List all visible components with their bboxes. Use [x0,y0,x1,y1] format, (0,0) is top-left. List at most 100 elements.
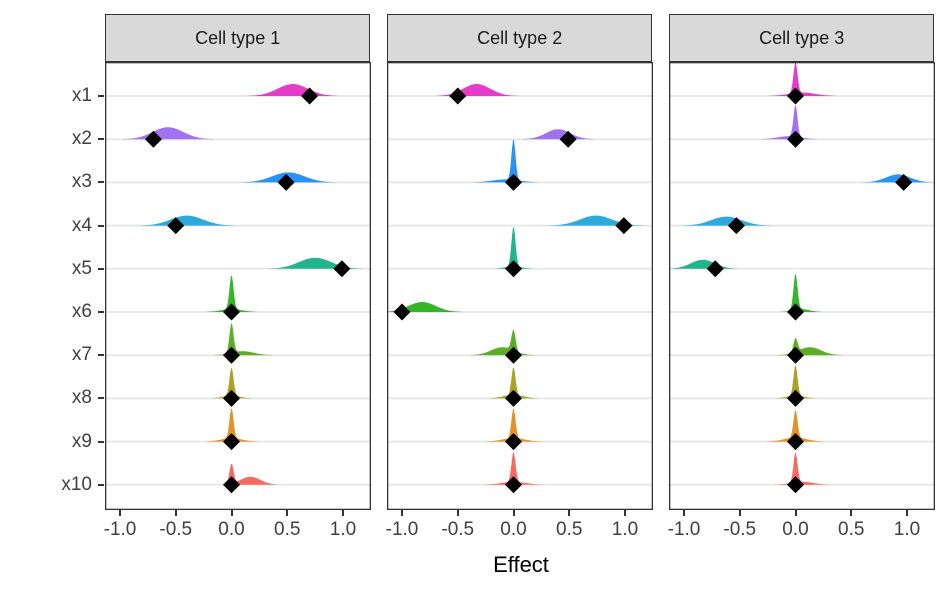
point-marker-x7 [787,346,804,364]
x-axis-tick [512,510,515,516]
point-marker-x9 [787,433,804,451]
panel-border [669,62,935,510]
x-tick-label: 0.5 [838,519,865,540]
density-x1 [436,84,518,96]
x-tick-label: -1.0 [385,519,419,540]
point-marker-x9 [223,433,240,451]
y-tick-label-x7: x7 [71,344,92,366]
x-axis-tick [342,510,344,516]
panel-border [105,62,371,510]
x-tick-label: 1.0 [893,519,921,540]
facet-strip-cell-type-2: Cell type 2 [387,14,653,62]
x-tick-label: 1.0 [611,519,639,540]
density-x2 [122,127,214,140]
y-tick-label-x2: x2 [71,128,92,150]
facet-strip-label: Cell type 3 [759,27,845,48]
y-tick-label-x5: x5 [71,257,92,279]
density-x8 [488,367,539,399]
density-x7 [471,329,534,356]
density-x2 [761,105,817,140]
density-x8 [775,366,816,399]
x-axis-tick [624,510,626,516]
y-axis-tick [98,354,104,357]
facet-strip-label: Cell type 1 [195,27,281,48]
point-marker-x4 [727,217,745,235]
x-axis-tick [906,510,908,516]
y-tick-label-x3: x3 [71,171,92,193]
x-axis-tick [230,510,233,516]
x-axis-tick [850,510,853,516]
density-x8 [211,368,252,399]
density-x10 [483,452,544,485]
y-axis-tick [98,224,104,227]
y-tick-label-x10: x10 [61,473,92,495]
density-x6 [206,276,257,312]
x-tick-label: 0.5 [556,519,583,540]
point-marker-x4 [167,217,185,235]
y-axis-tick [98,397,104,400]
density-x5 [494,227,533,269]
point-marker-x3 [505,173,522,191]
x-tick-label: 0.5 [274,519,301,540]
point-marker-x8 [505,389,522,407]
density-x9 [206,409,257,442]
x-axis-tick [738,510,741,516]
point-marker-x1 [787,87,804,105]
x-tick-label: 0.0 [500,519,527,540]
point-marker-x6 [787,303,804,321]
panel-border [387,62,653,510]
point-marker-x1 [301,87,319,105]
point-marker-x3 [277,173,295,191]
point-marker-x5 [333,260,351,278]
x-axis-tick [568,510,571,516]
x-axis-tick [794,510,797,516]
x-axis-tick [119,510,121,516]
point-marker-x2 [144,130,162,148]
density-x5 [669,259,738,269]
x-tick-label: -0.5 [723,519,757,540]
point-marker-x4 [615,217,633,235]
x-tick-label: -1.0 [103,519,137,540]
x-axis-tick [683,510,685,516]
x-tick-label: -0.5 [441,519,475,540]
density-x7 [778,337,842,356]
point-marker-x10 [787,476,804,494]
x-axis-title: Effect [493,552,549,577]
y-tick-label-x8: x8 [71,387,92,409]
point-marker-x10 [223,476,240,494]
x-tick-label: 0.0 [218,519,245,540]
point-marker-x8 [223,389,240,407]
point-marker-x5 [706,260,724,278]
y-axis-tick [98,311,104,313]
facet-panel [105,62,371,510]
point-marker-x1 [449,87,467,105]
density-x7 [214,323,272,356]
point-marker-x10 [505,476,522,494]
point-marker-x3 [895,173,913,191]
y-axis-tick [98,440,104,443]
y-axis-tick [98,181,104,184]
x-tick-label: -1.0 [667,519,701,540]
facet-strip-cell-type-3: Cell type 3 [669,14,935,62]
y-tick-label-x6: x6 [71,301,92,322]
density-x4 [139,215,235,226]
x-tick-label: -0.5 [159,519,193,540]
y-tick-label-x9: x9 [71,430,92,452]
density-x1 [247,84,338,96]
x-axis-tick [456,510,459,516]
point-marker-x2 [559,130,577,148]
facet-strip-label: Cell type 2 [477,27,563,48]
y-tick-label-x4: x4 [71,214,92,236]
density-x3 [863,174,933,183]
y-axis-tick [98,95,104,97]
x-tick-label: 1.0 [329,519,357,540]
density-x9 [766,410,825,442]
point-marker-x9 [505,433,522,451]
point-marker-x6 [223,303,240,321]
y-axis-tick [98,483,104,486]
facet-panel [387,62,653,510]
y-axis-tick [98,267,104,270]
point-marker-x8 [787,389,804,407]
y-tick-label-x1: x1 [71,85,92,106]
